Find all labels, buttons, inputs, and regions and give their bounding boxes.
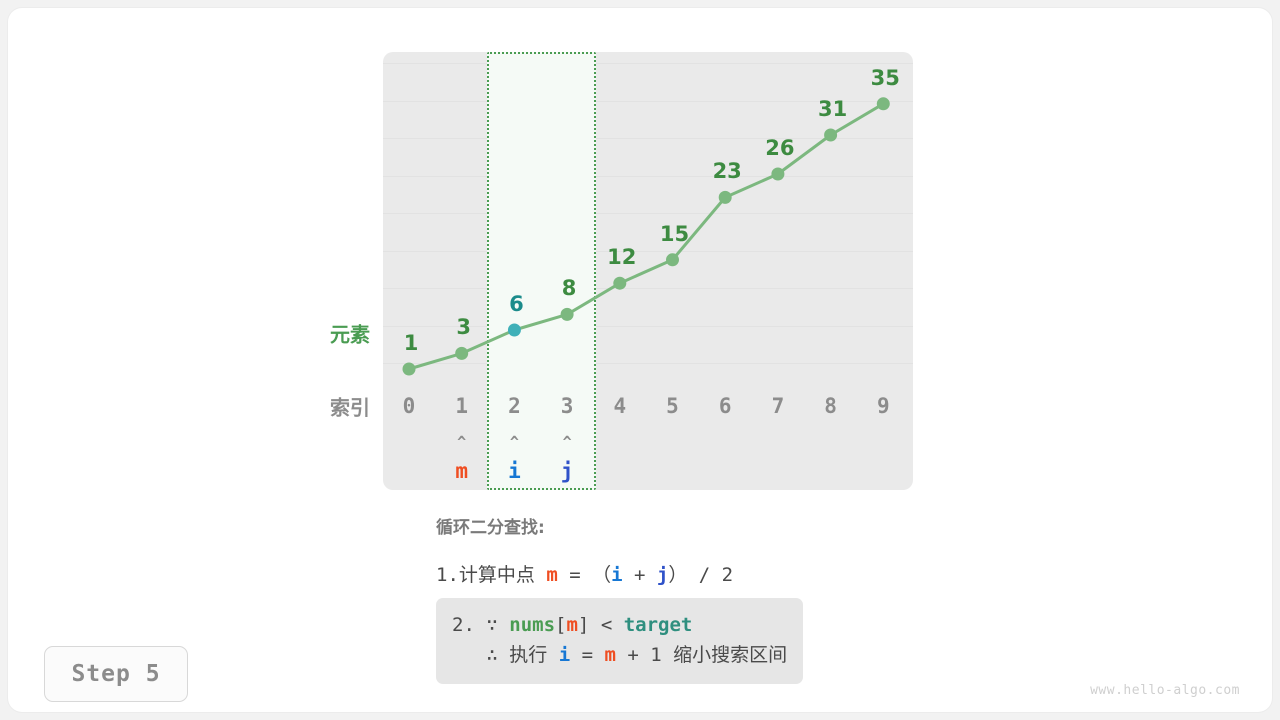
bracket-open: [ [555, 614, 567, 636]
step-1-text-a: 计算中点 [458, 564, 547, 586]
step-2-number: 2. [452, 614, 475, 636]
step-2-var-i: i [558, 644, 571, 666]
step-2-var-m2: m [604, 644, 616, 666]
value-label: 8 [561, 276, 577, 301]
step-1-text-d: ） / 2 [668, 564, 734, 586]
step-2-box: 2. ∵ nums[m] < target ∴ 执行 i = m + 1 缩小搜… [436, 598, 804, 684]
step-badge: Step 5 [44, 646, 188, 702]
step-1-line: 1.计算中点 m = （i + j） / 2 [436, 560, 956, 590]
gridline [383, 175, 913, 177]
step-2-line-2: ∴ 执行 i = m + 1 缩小搜索区间 [452, 640, 787, 670]
index-label: 9 [876, 394, 890, 418]
index-row-label: 索引 [330, 395, 370, 420]
index-label: 6 [718, 394, 732, 418]
step-2-tail: 缩小搜索区间 [673, 644, 788, 666]
step-1-number: 1. [436, 564, 459, 586]
step-2-plus: + 1 [615, 644, 674, 666]
index-label: 7 [771, 394, 785, 418]
step-2-assign: = [570, 644, 605, 666]
element-row-label: 元素 [330, 322, 370, 347]
index-label: 2 [508, 394, 521, 418]
step-2-var-m: m [566, 614, 578, 636]
index-label: 3 [560, 394, 574, 418]
gridline [383, 363, 913, 364]
nums-identifier: nums [509, 614, 556, 636]
gridline [383, 213, 913, 214]
gridline [383, 63, 913, 64]
step-1-var-i: i [611, 564, 623, 586]
target-identifier: target [623, 614, 693, 636]
step-1-var-m: m [546, 564, 558, 586]
pointer-caret-i: ^ [509, 433, 519, 451]
value-label: 31 [817, 97, 848, 121]
index-label: 0 [402, 394, 416, 418]
because-symbol: ∵ [486, 614, 498, 636]
index-label: 5 [666, 394, 679, 418]
pointer-caret-j: ^ [562, 433, 572, 451]
value-label: 26 [765, 136, 795, 160]
comparison-operator: < [589, 614, 624, 636]
index-label: 4 [613, 394, 627, 418]
explanation-title: 循环二分查找: [436, 518, 545, 538]
bracket-close: ] [577, 614, 590, 636]
value-label: 3 [456, 315, 471, 340]
value-label: 35 [870, 65, 900, 90]
value-label: 23 [712, 159, 742, 184]
step-2-line-1: 2. ∵ nums[m] < target [452, 610, 787, 640]
step-1-var-j: j [656, 564, 669, 586]
gridline [383, 250, 913, 252]
value-label: 6 [509, 292, 524, 316]
value-label: 15 [659, 221, 690, 246]
pointer-label-j: j [560, 459, 574, 483]
pointer-label-m: m [455, 459, 469, 483]
watermark: www.hello-algo.com [1090, 683, 1240, 698]
explanation-block: 循环二分查找: 1.计算中点 m = （i + j） / 2 2. ∵ nums… [436, 513, 956, 684]
index-label: 8 [824, 394, 837, 418]
gridline [383, 138, 913, 139]
step-1-text-b: = （ [557, 564, 612, 586]
therefore-symbol: ∴ [486, 644, 498, 666]
gridline [383, 288, 913, 289]
index-label: 1 [455, 394, 469, 418]
value-label: 1 [403, 331, 419, 355]
gridline [383, 100, 913, 102]
value-label: 12 [607, 245, 637, 270]
step-2-text-exec: 执行 [509, 644, 559, 666]
pointer-caret-m: ^ [457, 433, 467, 451]
pointer-label-i: i [508, 459, 521, 483]
search-range-highlight [487, 52, 596, 490]
step-1-text-c: + [622, 564, 657, 586]
